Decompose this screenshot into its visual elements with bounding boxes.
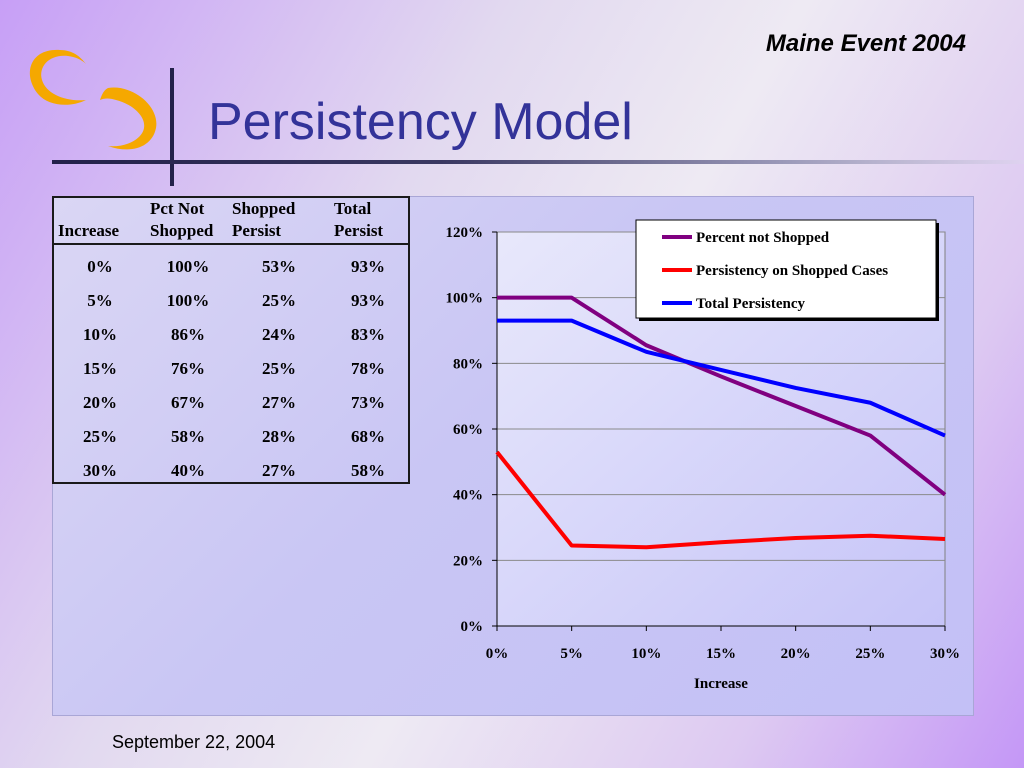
table-cell: 24%	[262, 325, 296, 344]
header-shopped-persist-line2: Persist	[232, 221, 282, 240]
table-cell: 20%	[83, 393, 117, 412]
x-tick-label: 5%	[560, 646, 583, 662]
y-tick-label: 60%	[453, 422, 483, 438]
footer-date: September 22, 2004	[112, 732, 276, 752]
table-cell: 93%	[351, 257, 385, 276]
table-cell: 86%	[171, 325, 205, 344]
swoosh-logo-icon	[29, 49, 157, 150]
x-tick-label: 0%	[486, 646, 509, 662]
table-cell: 5%	[87, 291, 113, 310]
table-cell: 68%	[351, 427, 385, 446]
table-cell: 78%	[351, 359, 385, 378]
table-row: 20% 67% 27% 73%	[54, 386, 408, 420]
y-tick-label: 80%	[453, 356, 483, 372]
header-shopped-persist-line1: Shopped	[232, 199, 296, 218]
table-cell: 28%	[262, 427, 296, 446]
table-row: 25% 58% 28% 68%	[54, 420, 408, 454]
table-cell: 100%	[166, 291, 210, 310]
table-cell: 15%	[83, 359, 117, 378]
series-line	[497, 318, 946, 438]
event-title: Maine Event 2004	[765, 30, 966, 57]
y-tick-label: 120%	[446, 225, 484, 241]
header-horizontal-rule	[52, 160, 1024, 164]
table-row: 30% 40% 27% 58%	[54, 454, 408, 488]
x-tick-label: 30%	[930, 646, 960, 662]
table-cell: 25%	[262, 359, 296, 378]
legend-label: Total Persistency	[696, 296, 806, 312]
table-row: 15% 76% 25% 78%	[54, 352, 408, 386]
table-row: 10% 86% 24% 83%	[54, 318, 408, 352]
table-cell: 93%	[351, 291, 385, 310]
y-tick-label: 40%	[453, 488, 483, 504]
table-cell: 58%	[351, 461, 385, 480]
persistency-table: Increase Pct Not Shopped Shopped Persist…	[52, 196, 410, 484]
table-cell: 25%	[262, 291, 296, 310]
table-cell: 25%	[83, 427, 117, 446]
x-tick-label: 15%	[706, 646, 736, 662]
legend-label: Percent not Shopped	[696, 230, 830, 246]
series-line	[495, 450, 946, 550]
table-cell: 58%	[171, 427, 205, 446]
x-tick-label: 10%	[631, 646, 661, 662]
legend-label: Persistency on Shopped Cases	[696, 263, 888, 279]
table-cell: 53%	[262, 257, 296, 276]
y-tick-label: 100%	[446, 291, 484, 307]
header-increase: Increase	[58, 221, 120, 240]
series-line	[497, 295, 947, 497]
header-vertical-rule	[170, 68, 174, 186]
table-cell: 40%	[171, 461, 205, 480]
table-cell: 0%	[87, 257, 113, 276]
header-total-persist-line2: Persist	[334, 221, 384, 240]
table-header: Increase Pct Not Shopped Shopped Persist…	[54, 198, 408, 245]
header-total-persist-line1: Total	[334, 199, 372, 218]
table-cell: 30%	[83, 461, 117, 480]
table-cell: 10%	[83, 325, 117, 344]
table-cell: 27%	[262, 393, 296, 412]
table-cell: 67%	[171, 393, 205, 412]
table-cell: 73%	[351, 393, 385, 412]
page-title: Persistency Model	[208, 93, 633, 151]
table-row: 5% 100% 25% 93%	[54, 284, 408, 318]
x-tick-label: 25%	[855, 646, 885, 662]
y-tick-label: 20%	[453, 553, 483, 569]
table-cell: 27%	[262, 461, 296, 480]
y-tick-label: 0%	[461, 619, 484, 635]
header-pct-not-shopped-line2: Shopped	[150, 221, 214, 240]
persistency-line-chart: 0% 20% 40% 60% 80% 100% 120% 0% 5% 10% 15% 20% 25% 30…	[446, 219, 960, 692]
x-axis-label: Increase	[694, 676, 748, 692]
table-cell: 100%	[166, 257, 210, 276]
header-pct-not-shopped-line1: Pct Not	[150, 199, 205, 218]
x-tick-label: 20%	[781, 646, 811, 662]
table-row: 0% 100% 53% 93%	[54, 250, 408, 284]
table-cell: 83%	[351, 325, 385, 344]
table-cell: 76%	[171, 359, 205, 378]
